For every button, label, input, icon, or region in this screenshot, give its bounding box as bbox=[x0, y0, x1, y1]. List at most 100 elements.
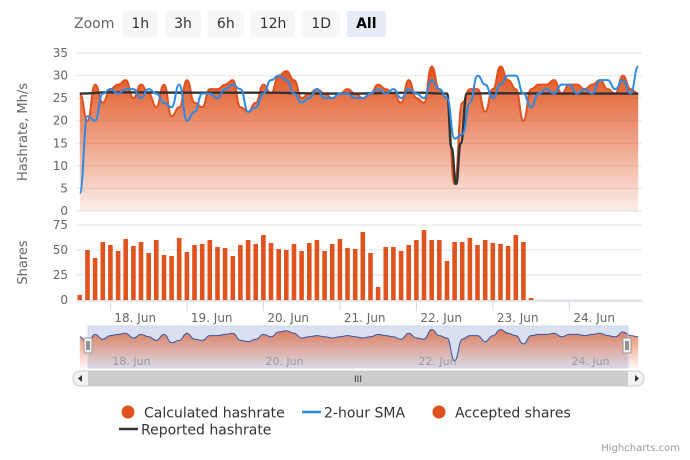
accepted-shares-bar bbox=[100, 242, 106, 300]
navigator-tick-label: 18. Jun bbox=[112, 355, 150, 368]
zoom-1d-button[interactable]: 1D bbox=[302, 11, 341, 37]
accepted-shares-bar bbox=[398, 251, 404, 300]
accepted-shares-bar bbox=[482, 240, 488, 300]
credits-label: Highcharts.com bbox=[601, 443, 680, 454]
zoom-1h-button[interactable]: 1h bbox=[122, 11, 159, 37]
reported-hashrate-line bbox=[79, 91, 639, 186]
accepted-shares-bar bbox=[406, 245, 411, 300]
navigator-tick-label: 20. Jun bbox=[265, 355, 303, 368]
accepted-shares-bar bbox=[222, 248, 228, 300]
legend-item-label[interactable]: Calculated hashrate bbox=[144, 406, 285, 422]
accepted-shares-bar bbox=[138, 242, 144, 300]
accepted-shares-bar bbox=[521, 242, 526, 300]
accepted-shares-bar bbox=[459, 242, 465, 300]
x-tick-label: 20. Jun bbox=[267, 311, 309, 325]
accepted-shares-bar bbox=[345, 248, 350, 300]
zoom-bar: Zoom 1h 3h 6h 12h 1D All bbox=[74, 11, 393, 37]
x-tick-label: 18. Jun bbox=[114, 311, 156, 325]
accepted-shares-bar bbox=[490, 243, 496, 300]
accepted-shares-bar bbox=[169, 256, 174, 300]
accepted-shares-bar bbox=[475, 245, 480, 300]
legend-symbol-dot bbox=[121, 405, 135, 419]
accepted-shares-bar bbox=[77, 295, 83, 300]
accepted-shares-bar bbox=[307, 243, 312, 300]
accepted-shares-bar bbox=[192, 245, 197, 300]
accepted-shares-bar bbox=[199, 244, 205, 300]
accepted-shares-bar bbox=[85, 250, 90, 300]
accepted-shares-bar bbox=[429, 240, 434, 300]
accepted-shares-bar bbox=[176, 238, 182, 300]
accepted-shares-bar bbox=[391, 247, 396, 300]
accepted-shares-bar bbox=[291, 244, 297, 300]
accepted-shares-bar bbox=[513, 235, 519, 300]
scrollbar-thumb[interactable] bbox=[88, 371, 628, 386]
accepted-shares-bar bbox=[421, 230, 427, 300]
accepted-shares-bar bbox=[268, 243, 274, 300]
x-tick-label: 24. Jun bbox=[573, 311, 615, 325]
accepted-shares-bar bbox=[299, 251, 304, 300]
scroll-left-arrow-icon[interactable] bbox=[78, 375, 82, 382]
zoom-3h-button[interactable]: 3h bbox=[165, 11, 201, 37]
hashrate-tick-label: 25 bbox=[53, 91, 68, 105]
navigator-handle-right[interactable] bbox=[622, 337, 632, 354]
accepted-shares-bar bbox=[184, 252, 190, 300]
shares-tick-label: 25 bbox=[53, 268, 68, 282]
accepted-shares-bar bbox=[154, 240, 159, 300]
accepted-shares-bar bbox=[215, 247, 220, 300]
accepted-shares-bar bbox=[322, 251, 327, 300]
navigator-area bbox=[79, 329, 639, 368]
x-tick-label: 21. Jun bbox=[344, 311, 386, 325]
accepted-shares-bar bbox=[146, 253, 151, 300]
hashrate-tick-label: 30 bbox=[53, 69, 68, 83]
scroll-right-arrow-icon[interactable] bbox=[635, 375, 639, 382]
accepted-shares-bar bbox=[238, 245, 243, 300]
accepted-shares-bar bbox=[383, 247, 389, 300]
accepted-shares-bar bbox=[161, 255, 167, 300]
x-tick-label: 19. Jun bbox=[191, 311, 233, 325]
accepted-shares-bar bbox=[230, 256, 236, 300]
hashrate-tick-label: 10 bbox=[53, 159, 68, 173]
accepted-shares-bar bbox=[314, 240, 320, 300]
accepted-shares-bar bbox=[375, 287, 381, 300]
shares-axis-title: Shares bbox=[16, 240, 31, 285]
accepted-shares-bar bbox=[131, 246, 136, 300]
accepted-shares-bar bbox=[115, 251, 121, 300]
hashrate-tick-label: 5 bbox=[60, 181, 68, 195]
accepted-shares-bar bbox=[360, 232, 366, 300]
zoom-6h-button[interactable]: 6h bbox=[207, 11, 244, 37]
shares-tick-label: 0 bbox=[60, 293, 68, 307]
shares-tick-label: 50 bbox=[53, 243, 68, 257]
accepted-shares-bar bbox=[123, 239, 128, 300]
x-tick-label: 23. Jun bbox=[497, 311, 539, 325]
accepted-shares-bar bbox=[368, 253, 373, 300]
accepted-shares-bar bbox=[528, 298, 534, 300]
accepted-shares-bar bbox=[245, 240, 251, 300]
accepted-shares-bar bbox=[498, 244, 503, 300]
calculated-hashrate-area bbox=[79, 66, 639, 211]
navigator-line bbox=[79, 329, 639, 362]
accepted-shares-bar bbox=[437, 240, 442, 300]
accepted-shares-bar bbox=[261, 235, 266, 300]
legend-item-label[interactable]: Reported hashrate bbox=[141, 423, 271, 439]
zoom-label: Zoom bbox=[74, 16, 115, 32]
accepted-shares-bar bbox=[352, 249, 358, 300]
legend-item-label[interactable]: Accepted shares bbox=[455, 406, 571, 422]
x-tick-label: 22. Jun bbox=[420, 311, 462, 325]
accepted-shares-bar bbox=[92, 258, 98, 300]
accepted-shares-bar bbox=[253, 244, 258, 300]
accepted-shares-bar bbox=[452, 242, 457, 300]
legend-item-label[interactable]: 2-hour SMA bbox=[324, 406, 405, 422]
navigator-handle-left[interactable] bbox=[83, 337, 93, 354]
accepted-shares-bar bbox=[467, 238, 473, 300]
accepted-shares-bar bbox=[505, 246, 511, 300]
hashrate-tick-label: 35 bbox=[53, 46, 68, 60]
hashrate-axis-title: Hashrate, Mh/s bbox=[16, 83, 31, 181]
navigator-tick-label: 24. Jun bbox=[571, 355, 609, 368]
legend-symbol-dot bbox=[432, 405, 446, 419]
hashrate-tick-label: 20 bbox=[53, 114, 68, 128]
sma-2h-line bbox=[78, 65, 640, 194]
zoom-all-button[interactable]: All bbox=[347, 11, 386, 37]
zoom-12h-button[interactable]: 12h bbox=[250, 11, 296, 37]
hashrate-tick-label: 15 bbox=[53, 136, 68, 150]
